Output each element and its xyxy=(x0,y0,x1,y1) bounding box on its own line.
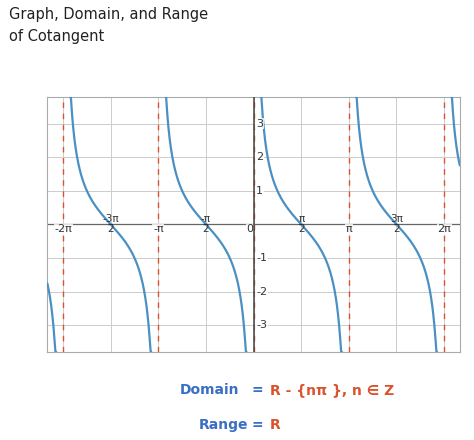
Text: -2: -2 xyxy=(256,286,267,297)
Text: -π: -π xyxy=(201,214,211,224)
Text: R - {nπ }, n ∈ Z: R - {nπ }, n ∈ Z xyxy=(270,383,394,397)
Text: of Cotangent: of Cotangent xyxy=(9,29,105,44)
Text: =: = xyxy=(251,383,263,397)
Text: 2: 2 xyxy=(256,152,263,162)
Text: 2: 2 xyxy=(393,224,400,235)
Text: 2: 2 xyxy=(203,224,210,235)
Text: Graph, Domain, and Range: Graph, Domain, and Range xyxy=(9,7,209,22)
Text: 2: 2 xyxy=(108,224,114,235)
Text: R: R xyxy=(270,418,281,432)
Text: π: π xyxy=(346,224,352,235)
Text: 3π: 3π xyxy=(390,214,403,224)
Text: =: = xyxy=(251,418,263,432)
Text: Domain: Domain xyxy=(180,383,240,397)
Text: -3π: -3π xyxy=(102,214,119,224)
Text: -π: -π xyxy=(153,224,164,235)
Text: 0: 0 xyxy=(246,224,254,235)
Text: 2π: 2π xyxy=(437,224,451,235)
Text: 3: 3 xyxy=(256,119,263,128)
Text: π: π xyxy=(298,214,304,224)
Text: 1: 1 xyxy=(256,186,263,196)
Text: Range: Range xyxy=(199,418,248,432)
Text: -3: -3 xyxy=(256,320,267,330)
Text: 2: 2 xyxy=(298,224,304,235)
Text: -2π: -2π xyxy=(54,224,72,235)
Text: -1: -1 xyxy=(256,253,267,263)
